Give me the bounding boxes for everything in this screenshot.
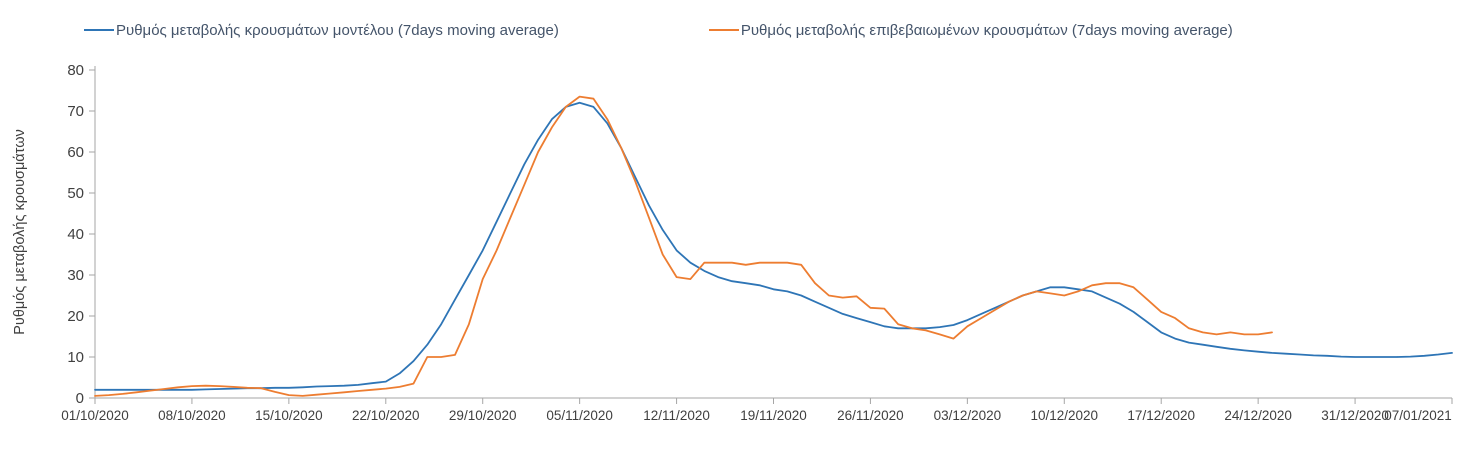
chart-legend: Ρυθμός μεταβολής κρουσμάτων μοντέλου (7d… <box>0 0 1466 46</box>
y-tick-label: 20 <box>67 308 84 325</box>
x-tick-label: 24/12/2020 <box>1224 408 1292 423</box>
series-line-model <box>94 101 1453 391</box>
legend-item-model[interactable]: Ρυθμός μεταβολής κρουσμάτων μοντέλου (7d… <box>84 22 559 39</box>
y-axis-title: Ρυθμός μεταβολής κρουσμάτων <box>12 129 28 335</box>
legend-item-confirmed[interactable]: Ρυθμός μεταβολής επιβεβαιωμένων κρουσμάτ… <box>708 21 1233 39</box>
x-tick-label: 05/11/2020 <box>546 408 613 423</box>
x-tick-label: 31/12/2020 <box>1321 408 1389 423</box>
y-tick-label: 70 <box>67 103 84 120</box>
y-tick-label: 30 <box>67 267 84 284</box>
x-tick-label: 19/11/2020 <box>740 408 807 423</box>
y-tick-label: 0 <box>76 390 84 407</box>
x-tick-label: 03/12/2020 <box>934 408 1002 423</box>
y-tick-label: 50 <box>67 185 84 202</box>
legend-marker-model-line-icon <box>84 29 114 31</box>
y-tick-label: 40 <box>67 226 84 243</box>
y-tick-label: 60 <box>67 144 84 161</box>
x-tick-label: 22/10/2020 <box>352 408 420 423</box>
y-tick-label: 10 <box>67 349 84 366</box>
chart-svg: 0 10 20 30 40 50 60 70 80 01/10/2020 08/10/2020 15/… <box>61 62 1453 423</box>
x-tick-label: 01/10/2020 <box>61 408 129 423</box>
legend-marker-confirmed-line-icon <box>708 29 739 31</box>
x-tick-label: 26/11/2020 <box>837 408 904 423</box>
x-tick-label: 10/12/2020 <box>1030 408 1098 423</box>
x-tick-label: 15/10/2020 <box>255 408 323 423</box>
legend-label-model: Ρυθμός μεταβολής κρουσμάτων μοντέλου (7d… <box>116 21 559 39</box>
x-tick-label: 17/12/2020 <box>1127 408 1195 423</box>
series-line-confirmed <box>94 95 1273 397</box>
x-tick-label: 07/01/2021 <box>1384 408 1452 423</box>
x-tick-label: 12/11/2020 <box>643 408 710 423</box>
y-tick-label: 80 <box>67 62 84 79</box>
x-tick-label: 08/10/2020 <box>158 408 226 423</box>
x-tick-label: 29/10/2020 <box>449 408 517 423</box>
legend-label-confirmed: Ρυθμός μεταβολής επιβεβαιωμένων κρουσμάτ… <box>740 21 1233 39</box>
